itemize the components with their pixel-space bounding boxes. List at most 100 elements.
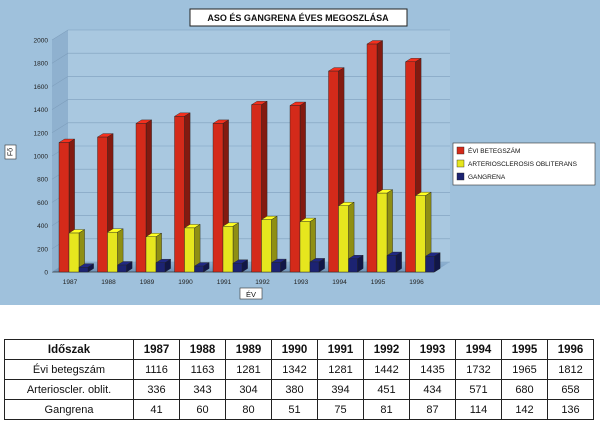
- table-cell: 394: [317, 379, 364, 400]
- bar-front-face: [309, 261, 320, 273]
- table-header-label: Időszak: [4, 339, 134, 360]
- bar-front-face: [184, 227, 195, 273]
- bar-front-face: [155, 262, 166, 273]
- bar: [386, 251, 403, 273]
- x-tick-label: 1996: [409, 279, 424, 286]
- bar-front-face: [78, 267, 89, 273]
- table-cell: 680: [501, 379, 548, 400]
- bar-front-face: [97, 136, 108, 273]
- chart-panel: 0 200 400 600 800 1000 1200 1400 1600 1800 2000 19…: [0, 0, 600, 305]
- table-cell: 51: [271, 399, 318, 420]
- bar-front-face: [299, 221, 311, 273]
- table-cell: 60: [179, 399, 226, 420]
- bar-chart: 0 200 400 600 800 1000 1200 1400 1600 1800 2000 19…: [4, 8, 596, 300]
- bar-front-face: [415, 195, 426, 273]
- table-cell: 343: [179, 379, 226, 400]
- table-header-year: 1988: [179, 339, 226, 360]
- table-cell: 1435: [409, 359, 456, 380]
- bar-side-face: [395, 251, 402, 273]
- x-tick-label: 1993: [294, 279, 309, 286]
- bar-front-face: [271, 262, 281, 273]
- table-row: Gangrena 41 60 80 51 75 81 87 114 142 13…: [4, 399, 594, 420]
- bar-front-face: [145, 236, 157, 273]
- bar-front-face: [376, 192, 388, 273]
- bar-front-face: [107, 232, 118, 273]
- legend-label-gangrena: GANGRENA: [468, 174, 506, 181]
- table-cell: 1281: [225, 359, 272, 380]
- table-header-year: 1996: [547, 339, 594, 360]
- y-tick-label: 400: [37, 223, 48, 230]
- table-header-year: 1993: [409, 339, 456, 360]
- bar-front-face: [289, 105, 301, 273]
- table-header-year: 1990: [271, 339, 318, 360]
- bar-front-face: [194, 265, 204, 273]
- bar: [309, 258, 326, 273]
- bar: [232, 259, 249, 273]
- bar-side-face: [434, 252, 441, 273]
- table-cell: 304: [225, 379, 272, 400]
- bar: [222, 222, 240, 273]
- bar-front-face: [135, 123, 147, 273]
- bar-front-face: [328, 70, 339, 273]
- x-tick-label: 1994: [332, 279, 347, 286]
- table-cell: 434: [409, 379, 456, 400]
- legend-swatch-arteriosclerosis: [456, 159, 465, 168]
- chart-legend: ÉVI BETEGSZÁM ARTERIOSCLEROSIS OBLITERAN…: [452, 142, 596, 186]
- table-cell: 87: [409, 399, 456, 420]
- bar: [68, 229, 86, 273]
- y-tick-label: 800: [37, 177, 48, 184]
- x-tick-label: 1995: [371, 279, 386, 286]
- bar-front-face: [261, 219, 272, 273]
- bar: [270, 258, 287, 273]
- y-tick-label: 1600: [34, 84, 49, 91]
- table-header-row: Időszak 1987 1988 1989 1990 1991 1992 19…: [4, 339, 594, 360]
- table-cell: 1812: [547, 359, 594, 380]
- bar-front-face: [338, 205, 349, 273]
- legend-label-arteriosclerosis: ARTERIOSCLEROSIS OBLITERANS: [468, 161, 578, 168]
- table-cell: 1965: [501, 359, 548, 380]
- row-label-evi-betegszam: Évi betegszám: [4, 359, 134, 380]
- bar-front-face: [68, 232, 80, 273]
- table-cell: 41: [133, 399, 180, 420]
- gridline: [51, 52, 450, 64]
- table-cell: 80: [225, 399, 272, 420]
- table-header-year: 1995: [501, 339, 548, 360]
- x-tick-label: 1991: [217, 279, 232, 286]
- bar-front-face: [405, 61, 416, 273]
- table-header-year: 1992: [363, 339, 410, 360]
- bar-front-face: [58, 142, 70, 273]
- y-tick-label: 0: [44, 270, 48, 277]
- gridline: [51, 29, 450, 41]
- bar: [260, 215, 278, 273]
- table-header-year: 1987: [133, 339, 180, 360]
- bar: [299, 217, 317, 273]
- table-cell: 571: [455, 379, 502, 400]
- table-row: Évi betegszám 1116 1163 1281 1342 1281 1…: [4, 359, 594, 380]
- table-cell: 1163: [179, 359, 226, 380]
- table-cell: 1442: [363, 359, 410, 380]
- x-tick-label: 1988: [101, 279, 116, 286]
- data-table: Időszak 1987 1988 1989 1990 1991 1992 19…: [4, 339, 594, 420]
- y-tick-label: 600: [37, 200, 48, 207]
- y-axis-label: Fő: [7, 148, 14, 156]
- y-axis-label-box: Fő: [4, 144, 17, 160]
- y-tick-label: 2000: [34, 38, 49, 45]
- bar-front-face: [366, 43, 378, 273]
- table-row: Arterioscler. oblit. 336 343 304 380 394…: [4, 379, 594, 400]
- bar: [337, 201, 355, 273]
- bar-front-face: [117, 264, 127, 273]
- bar-front-face: [348, 258, 358, 273]
- table-cell: 1732: [455, 359, 502, 380]
- table-cell: 1281: [317, 359, 364, 380]
- table-cell: 1342: [271, 359, 318, 380]
- table-cell: 1116: [133, 359, 180, 380]
- x-tick-label: 1987: [63, 279, 78, 286]
- y-tick-label: 1200: [34, 130, 49, 137]
- table-header-year: 1989: [225, 339, 272, 360]
- x-tick-label: 1989: [140, 279, 155, 286]
- table-cell: 136: [547, 399, 594, 420]
- bar: [193, 262, 210, 273]
- legend-swatch-evi-betegszam: [456, 146, 465, 155]
- bar-front-face: [425, 256, 435, 273]
- y-tick-label: 1000: [34, 154, 49, 161]
